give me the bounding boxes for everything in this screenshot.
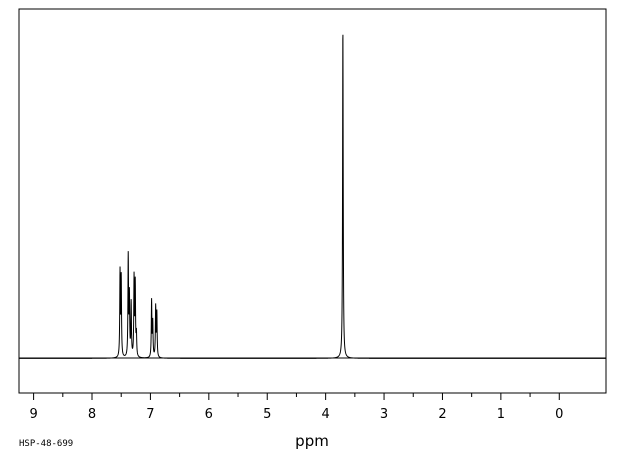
spectrum-line xyxy=(19,34,606,359)
x-axis-tick-labels: 9 8 7 6 5 4 3 2 1 0 xyxy=(29,407,563,422)
x-tick-label: 6 xyxy=(205,407,213,422)
plot-frame xyxy=(18,8,607,394)
x-tick-label: 3 xyxy=(380,407,388,422)
x-tick-label: 4 xyxy=(322,407,330,422)
x-tick-label: 5 xyxy=(263,407,271,422)
spectrum-code-label: HSP-48-699 xyxy=(19,439,73,449)
x-tick-label: 2 xyxy=(438,407,446,422)
x-tick-label: 8 xyxy=(88,407,96,422)
x-tick-label: 9 xyxy=(29,407,37,422)
x-axis-ticks xyxy=(33,393,560,400)
x-tick-label: 0 xyxy=(555,407,563,422)
x-tick-label: 1 xyxy=(497,407,505,422)
x-tick-label: 7 xyxy=(146,407,154,422)
x-axis-title: ppm xyxy=(295,432,329,450)
